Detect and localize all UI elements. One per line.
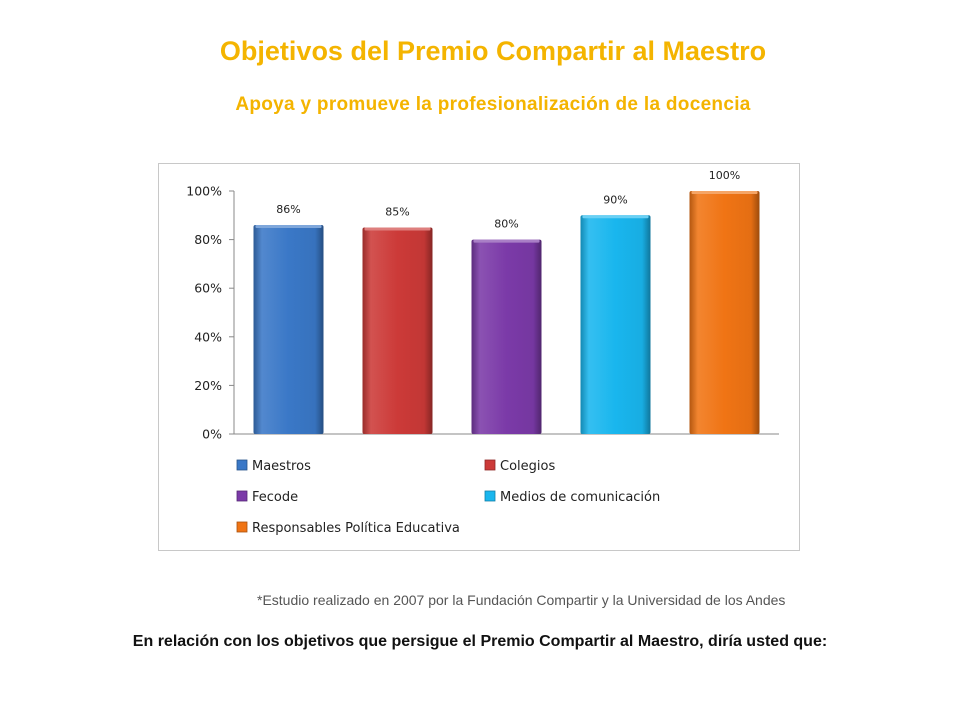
legend-swatch [484,459,496,471]
bar-fecode [471,239,542,434]
legend-label: Responsables Política Educativa [252,521,460,536]
bar-medios-de-comunicaci-n [580,215,651,434]
bar-highlight [582,215,649,219]
survey-question: En relación con los objetivos que persig… [132,633,828,650]
y-tick-label: 100% [186,184,222,199]
legend-swatch [484,490,496,502]
data-label: 90% [603,193,627,206]
bar-highlight [364,227,431,231]
data-label: 85% [385,205,409,218]
bar-highlight [255,225,322,229]
legend-swatch [236,521,248,533]
legend-label: Maestros [252,459,311,474]
chart-frame: 0% 20% 40% 60% 80% 100% 86% 85% 80% 90% 100% Maes… [158,163,800,551]
y-tick-label: 80% [194,232,222,247]
bar-responsables-pol-tica-educativa [689,191,760,434]
data-label: 80% [494,218,518,231]
footnote: *Estudio realizado en 2007 por la Fundac… [257,592,786,608]
legend-label: Fecode [252,490,298,505]
y-tick-label: 60% [194,281,222,296]
data-label: 86% [276,203,300,216]
legend-label: Medios de comunicación [500,490,660,505]
legend-swatch [236,459,248,471]
bar-highlight [473,239,540,243]
legend-label: Colegios [500,459,555,474]
y-tick-label: 20% [194,378,222,393]
y-tick-label: 0% [202,427,222,442]
y-tick-label: 40% [194,329,222,344]
bar-colegios [362,227,433,434]
bar-highlight [691,191,758,194]
page-subtitle: Apoya y promueve la profesionalización d… [235,94,751,115]
data-label: 100% [709,169,740,182]
bar-maestros [253,225,324,434]
legend-swatch [236,490,248,502]
page-title: Objetivos del Premio Compartir al Maestr… [219,36,767,66]
bar-chart: 0% 20% 40% 60% 80% 100% 86% 85% 80% 90% 100% Maes… [186,169,779,536]
